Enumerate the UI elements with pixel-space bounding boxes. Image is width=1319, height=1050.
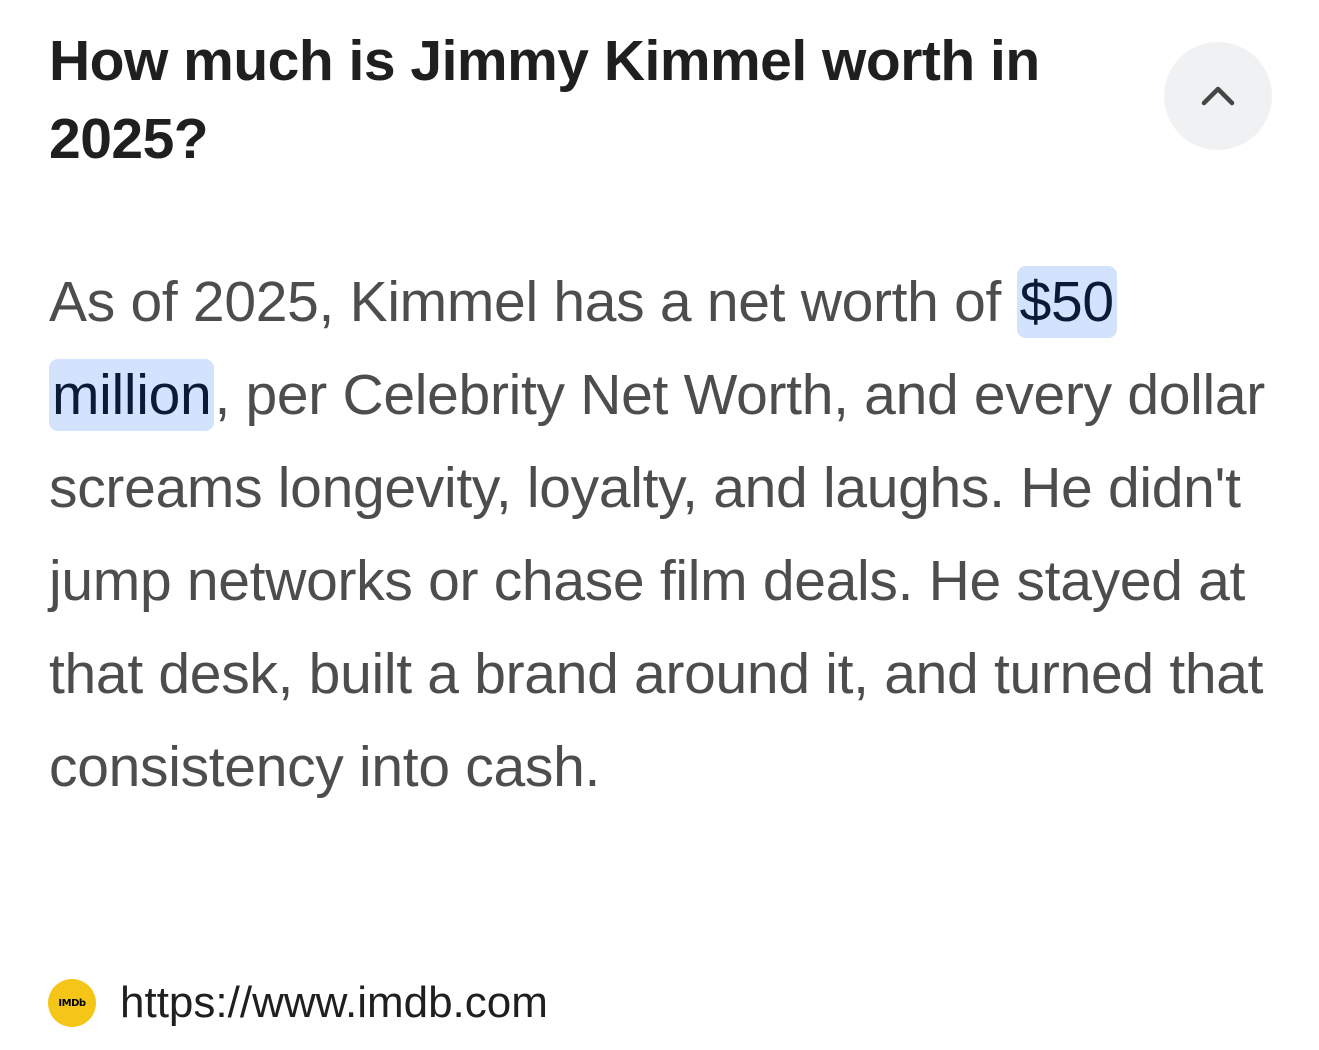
answer-text-before: As of 2025, Kimmel has a net worth of — [49, 270, 1017, 334]
answer-text: As of 2025, Kimmel has a net worth of $5… — [49, 256, 1289, 814]
question-heading[interactable]: How much is Jimmy Kimmel worth in 2025? — [49, 29, 1040, 171]
answer-text-after: , per Celebrity Net Worth, and every dol… — [49, 363, 1265, 799]
source-url[interactable]: https://www.imdb.com — [120, 978, 548, 1027]
collapse-button[interactable] — [1164, 42, 1272, 150]
imdb-logo-icon: IMDb — [48, 979, 96, 1027]
chevron-up-icon — [1198, 76, 1238, 116]
favicon-label: IMDb — [58, 997, 86, 1009]
source-link[interactable]: IMDb https://www.imdb.com — [48, 976, 548, 1030]
